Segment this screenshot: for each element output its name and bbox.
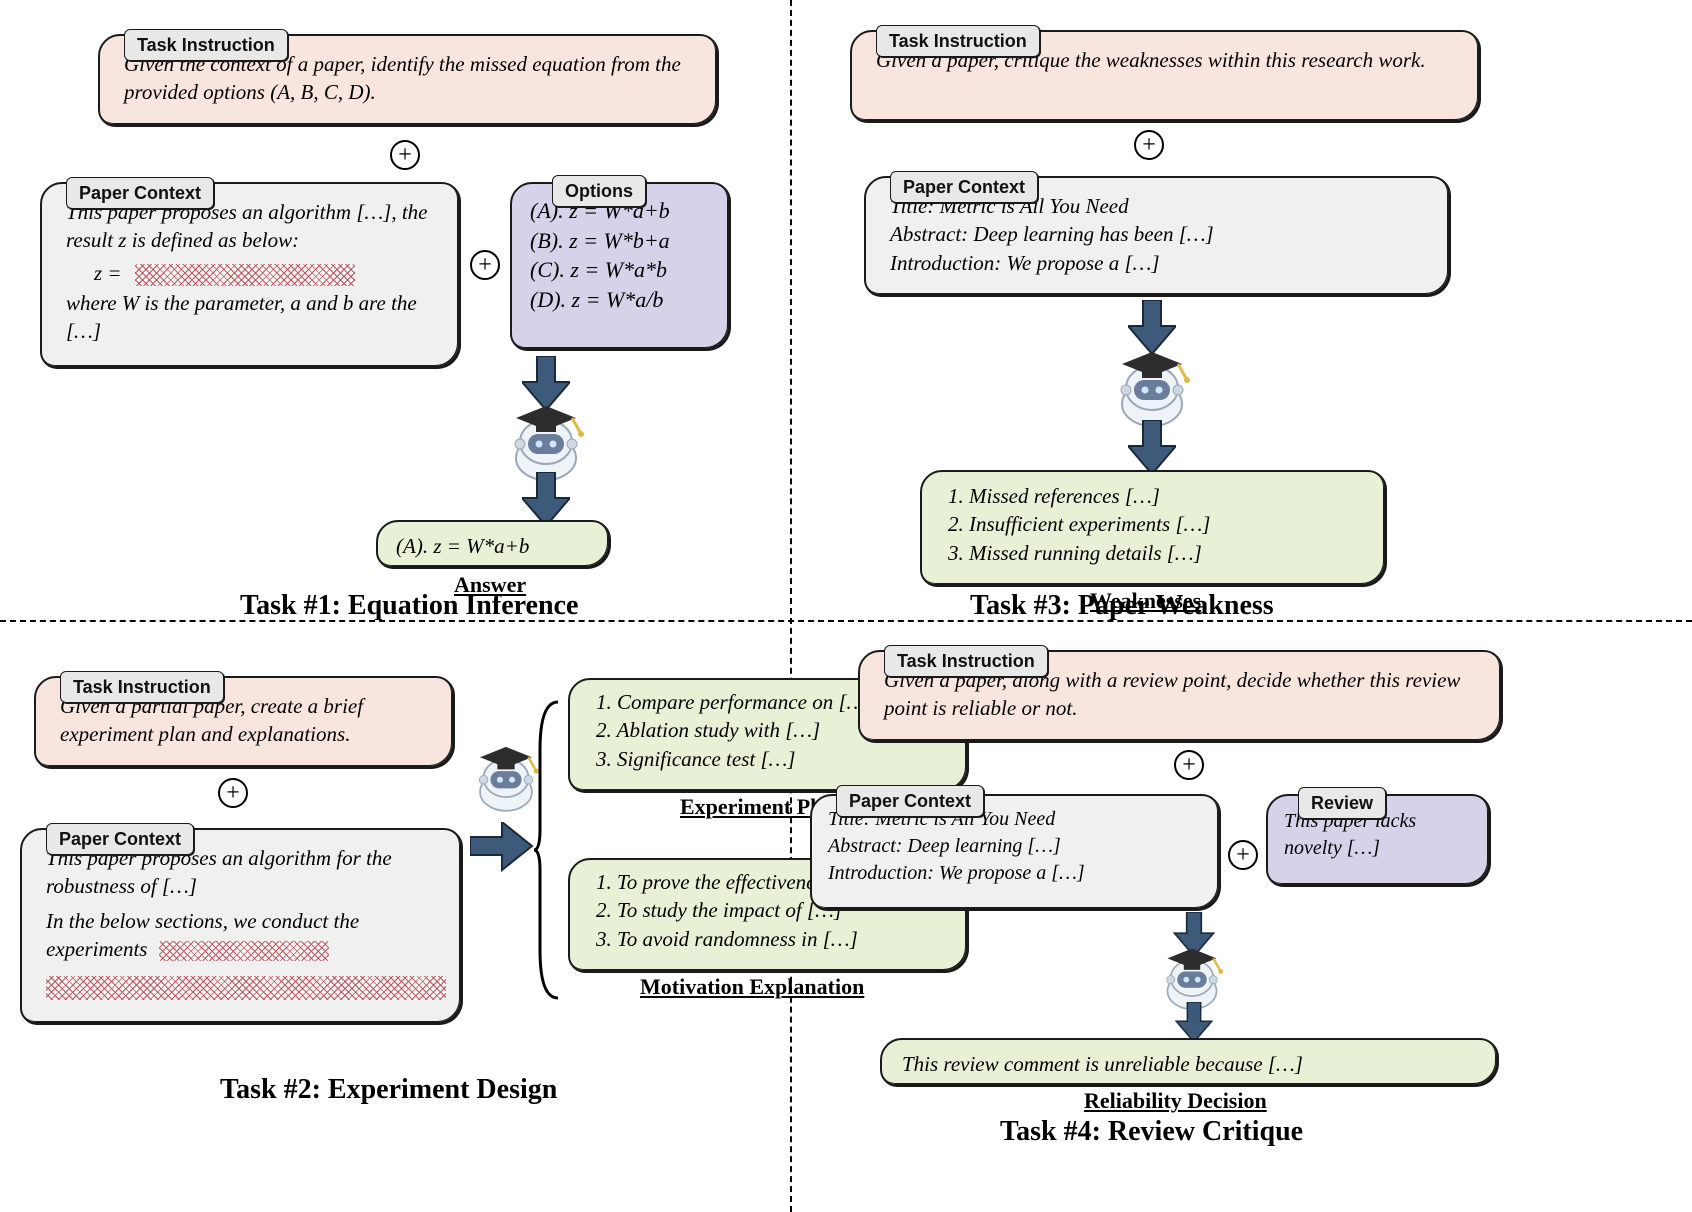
- review-tag: Review: [1298, 787, 1386, 819]
- list-item: Missed running details […]: [948, 539, 1364, 567]
- t4-instruction-bubble: Task Instruction Given a paper, along wi…: [858, 650, 1502, 742]
- robot-icon: [468, 740, 544, 816]
- list-item: Missed references […]: [948, 482, 1364, 510]
- t4-context-lines: Title: Metric is All You NeedAbstract: D…: [828, 806, 1202, 887]
- right-arrow-icon: [470, 822, 536, 879]
- list-item: Introduction: We propose a […]: [828, 860, 1202, 887]
- t2-title: Task #2: Experiment Design: [220, 1074, 557, 1106]
- t1-answer-text: (A). z = W*a+b: [396, 534, 529, 558]
- t4-title: Task #4: Review Critique: [1000, 1116, 1303, 1148]
- t4-review-bubble: Review This paper lacks novelty […]: [1266, 794, 1490, 886]
- task-instruction-tag: Task Instruction: [124, 29, 288, 61]
- down-arrow-icon: [522, 472, 570, 527]
- list-item: (D). z = W*a/b: [530, 285, 720, 315]
- t1-eq-prefix: z =: [94, 261, 122, 285]
- task-instruction-tag: Task Instruction: [876, 25, 1040, 57]
- t3-title: Task #3: Paper Weakness: [970, 590, 1274, 622]
- plus-icon: +: [1228, 840, 1258, 870]
- t4-decision-text: This review comment is unreliable becaus…: [902, 1052, 1303, 1076]
- paper-context-tag: Paper Context: [46, 823, 194, 855]
- redacted-hatch: [46, 976, 446, 1000]
- plus-icon: +: [390, 140, 420, 170]
- t3-weaknesses-bubble: Missed references […]Insufficient experi…: [920, 470, 1386, 586]
- down-arrow-icon: [1128, 420, 1176, 475]
- paper-context-tag: Paper Context: [890, 171, 1038, 203]
- paper-context-tag: Paper Context: [66, 177, 214, 209]
- redacted-hatch: [159, 941, 329, 961]
- reliability-caption: Reliability Decision: [1084, 1088, 1267, 1114]
- t3-weaknesses-list: Missed references […]Insufficient experi…: [942, 482, 1364, 567]
- t3-context-lines: Title: Metric is All You NeedAbstract: D…: [890, 192, 1428, 277]
- motivation-caption: Motivation Explanation: [640, 974, 864, 1000]
- t1-options-list: (A). z = W*a+b(B). z = W*b+a(C). z = W*a…: [530, 196, 720, 315]
- t1-answer-bubble: (A). z = W*a+b: [376, 520, 610, 568]
- t1-context-bubble: Paper Context This paper proposes an alg…: [40, 182, 460, 368]
- list-item: Abstract: Deep learning […]: [828, 833, 1202, 860]
- t2-instruction-bubble: Task Instruction Given a partial paper, …: [34, 676, 454, 768]
- plus-icon: +: [218, 778, 248, 808]
- robot-icon: [1108, 344, 1196, 432]
- plus-icon: +: [1174, 750, 1204, 780]
- list-item: To avoid randomness in […]: [596, 925, 946, 953]
- t3-context-bubble: Paper Context Title: Metric is All You N…: [864, 176, 1450, 296]
- list-item: Insufficient experiments […]: [948, 510, 1364, 538]
- t1-instruction-bubble: Task Instruction Given the context of a …: [98, 34, 718, 126]
- t4-context-bubble: Paper Context Title: Metric is All You N…: [810, 794, 1220, 910]
- curly-brace: [534, 700, 564, 1005]
- plus-icon: +: [470, 250, 500, 280]
- list-item: (C). z = W*a*b: [530, 255, 720, 285]
- redacted-hatch: [135, 264, 355, 286]
- list-item: Introduction: We propose a […]: [890, 249, 1428, 277]
- vertical-divider: [790, 0, 792, 1212]
- t2-context-bubble: Paper Context This paper proposes an alg…: [20, 828, 462, 1024]
- t1-options-bubble: Options (A). z = W*a+b(B). z = W*b+a(C).…: [510, 182, 730, 350]
- task-instruction-tag: Task Instruction: [884, 645, 1048, 677]
- plus-icon: +: [1134, 130, 1164, 160]
- t1-context-post: where W is the parameter, a and b are th…: [66, 289, 438, 346]
- t4-decision-bubble: This review comment is unreliable becaus…: [880, 1038, 1498, 1086]
- list-item: (B). z = W*b+a: [530, 226, 720, 256]
- list-item: Significance test […]: [596, 745, 946, 773]
- t3-instruction-bubble: Task Instruction Given a paper, critique…: [850, 30, 1480, 122]
- options-tag: Options: [552, 175, 646, 207]
- task-instruction-tag: Task Instruction: [60, 671, 224, 703]
- t1-title: Task #1: Equation Inference: [240, 590, 578, 622]
- list-item: Abstract: Deep learning has been […]: [890, 220, 1428, 248]
- paper-context-tag: Paper Context: [836, 785, 984, 817]
